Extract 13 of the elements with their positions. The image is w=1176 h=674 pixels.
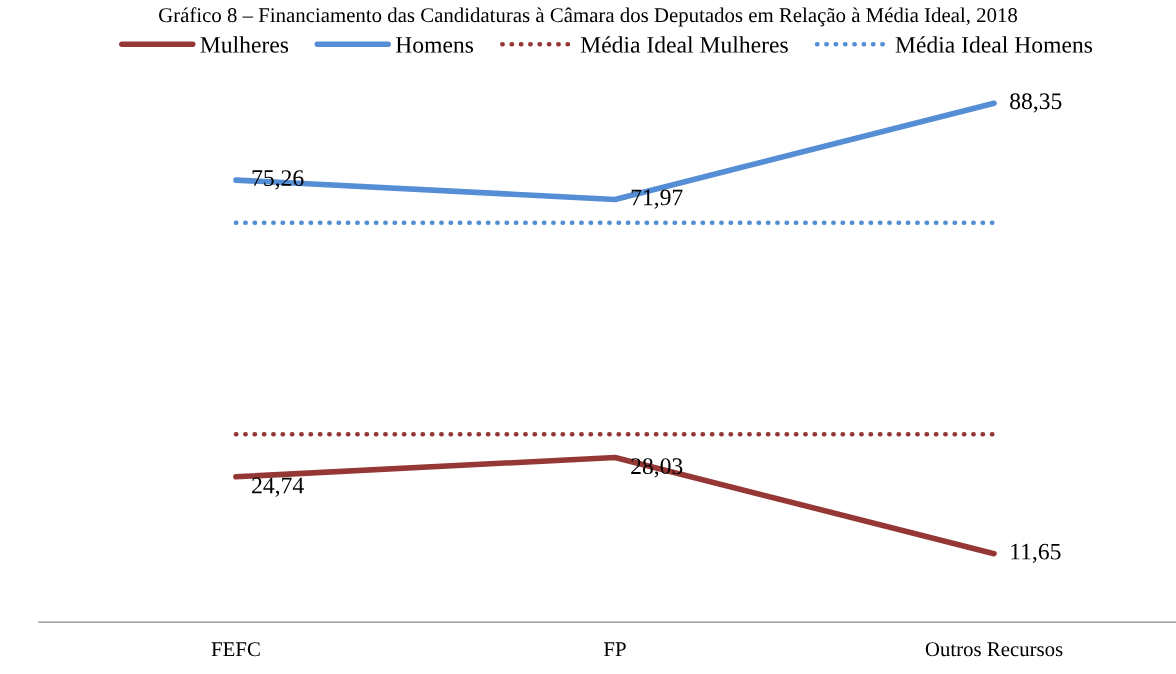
- chart-title: Gráfico 8 – Financiamento das Candidaturas à Câmara dos Deputados em Relação à Média Ideal, 2018: [159, 7, 1018, 27]
- data-label: 71,97: [631, 189, 683, 209]
- legend-label: Homens: [395, 37, 474, 53]
- legend-label: Mulheres: [200, 36, 289, 53]
- legend-label: Média Ideal Mulheres: [580, 36, 788, 53]
- data-label: 24,74: [252, 477, 304, 497]
- data-label: 75,26: [252, 170, 304, 190]
- x-tick-label: Outros Recursos: [925, 642, 1063, 657]
- data-label: 11,65: [1011, 543, 1061, 563]
- x-tick-label: FP: [604, 642, 626, 656]
- x-tick-label: FEFC: [211, 642, 260, 657]
- data-label: 88,35: [1010, 93, 1062, 113]
- legend-label: Média Ideal Homens: [895, 36, 1093, 53]
